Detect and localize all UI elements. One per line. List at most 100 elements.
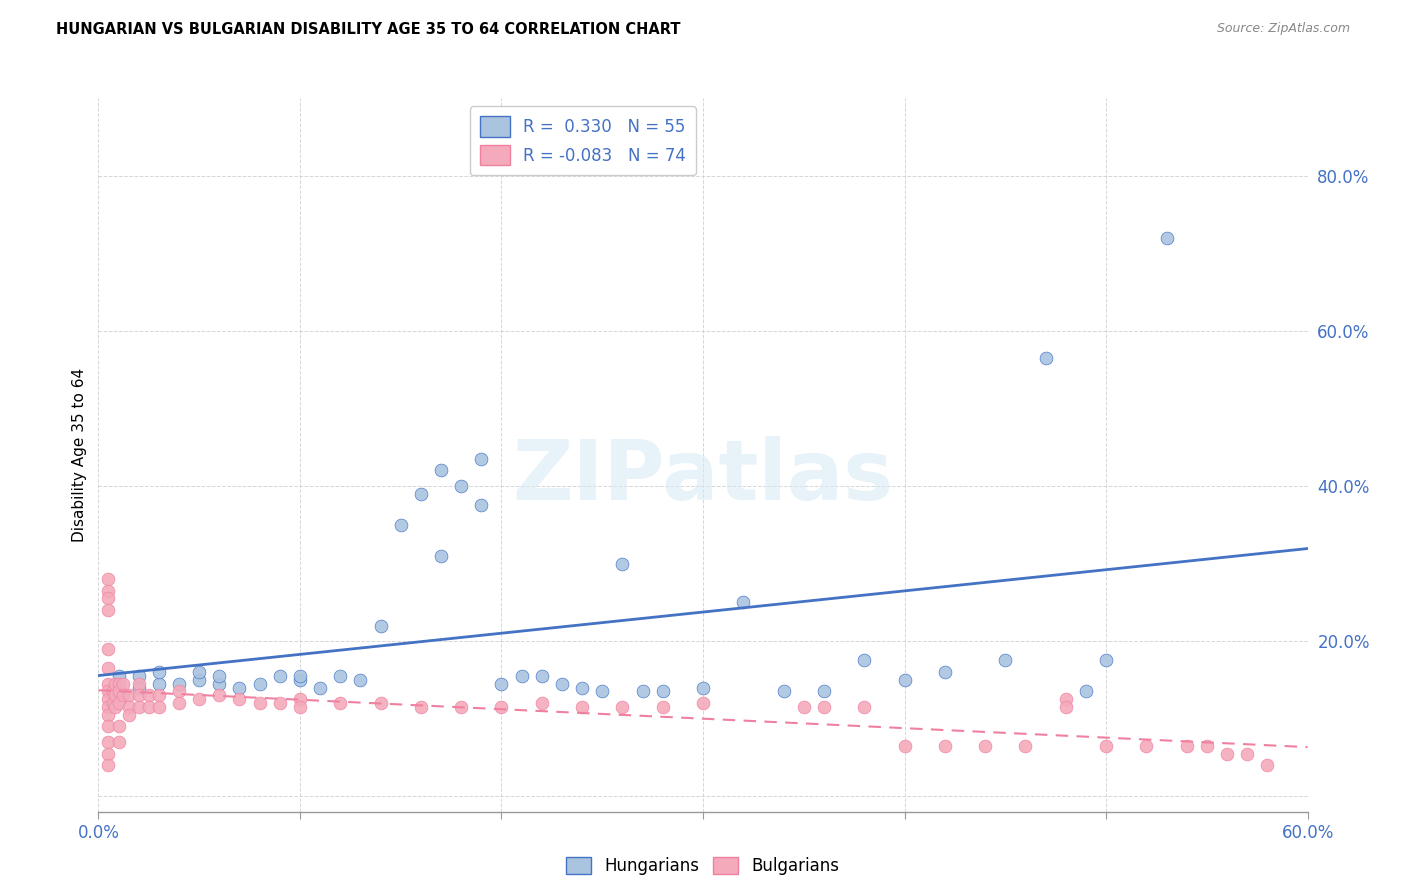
Point (491, 700, 513, 714)
Point (530, 696, 553, 710)
Point (571, 700, 593, 714)
Point (1074, 684, 1097, 698)
Point (994, 653, 1017, 667)
Point (893, 673, 915, 687)
Point (631, 684, 654, 698)
Point (974, 739, 997, 753)
Point (101, 696, 124, 710)
Point (612, 700, 634, 714)
Point (97, 758, 120, 772)
Point (208, 689, 231, 703)
Point (188, 692, 211, 706)
Point (772, 684, 794, 698)
Point (309, 681, 332, 695)
Point (97, 684, 120, 698)
Point (97, 591, 120, 606)
Point (1256, 758, 1278, 772)
Point (208, 669, 231, 683)
Point (288, 669, 311, 683)
Point (1195, 739, 1218, 753)
Point (329, 696, 352, 710)
Text: ZIPatlas: ZIPatlas (513, 436, 893, 516)
Point (128, 700, 150, 714)
Point (1054, 700, 1077, 714)
Point (107, 681, 129, 695)
Point (692, 696, 714, 710)
Point (571, 681, 593, 695)
Point (1175, 739, 1198, 753)
Point (389, 517, 412, 532)
Point (370, 696, 392, 710)
Point (692, 681, 714, 695)
Point (813, 684, 835, 698)
Point (853, 700, 876, 714)
Point (329, 669, 352, 683)
Point (167, 677, 190, 691)
Point (208, 677, 231, 691)
Point (128, 681, 150, 695)
Point (128, 677, 150, 691)
Point (107, 719, 129, 733)
Point (409, 700, 432, 714)
Point (118, 700, 141, 714)
Point (97, 661, 120, 675)
Point (97, 692, 120, 706)
Point (349, 673, 371, 687)
Point (1014, 739, 1036, 753)
Point (118, 689, 141, 703)
Point (530, 669, 553, 683)
Point (733, 595, 755, 609)
Point (1095, 739, 1118, 753)
Point (510, 669, 533, 683)
Point (103, 677, 125, 691)
Point (1035, 351, 1057, 365)
Point (148, 689, 170, 703)
Point (551, 677, 574, 691)
Point (138, 700, 160, 714)
Point (1054, 692, 1077, 706)
Point (450, 700, 472, 714)
Point (269, 696, 291, 710)
Point (97, 747, 120, 761)
Point (288, 700, 311, 714)
Point (107, 696, 129, 710)
Point (1236, 747, 1258, 761)
Point (470, 451, 492, 466)
Point (128, 689, 150, 703)
Point (1216, 747, 1239, 761)
Point (288, 673, 311, 687)
Point (1156, 231, 1178, 245)
Point (450, 479, 472, 493)
Point (107, 677, 129, 691)
Point (288, 692, 311, 706)
Point (97, 641, 120, 656)
Point (651, 700, 673, 714)
Point (97, 572, 120, 586)
Point (893, 739, 915, 753)
Point (118, 707, 141, 722)
Point (103, 689, 125, 703)
Point (148, 677, 170, 691)
Point (101, 684, 124, 698)
Point (97, 707, 120, 722)
Point (370, 618, 392, 632)
Point (591, 684, 613, 698)
Point (97, 583, 120, 598)
Point (188, 673, 211, 687)
Point (97, 719, 120, 733)
Point (813, 700, 835, 714)
Point (148, 700, 170, 714)
Point (103, 700, 125, 714)
Point (128, 669, 150, 683)
Point (934, 739, 956, 753)
Point (138, 689, 160, 703)
Point (107, 669, 129, 683)
Point (107, 735, 129, 749)
Y-axis label: Disability Age 35 to 64: Disability Age 35 to 64 (72, 368, 87, 542)
Point (430, 549, 453, 563)
Point (97, 700, 120, 714)
Point (1135, 739, 1157, 753)
Text: Source: ZipAtlas.com: Source: ZipAtlas.com (1216, 22, 1350, 36)
Point (934, 665, 956, 679)
Text: HUNGARIAN VS BULGARIAN DISABILITY AGE 35 TO 64 CORRELATION CHART: HUNGARIAN VS BULGARIAN DISABILITY AGE 35… (56, 22, 681, 37)
